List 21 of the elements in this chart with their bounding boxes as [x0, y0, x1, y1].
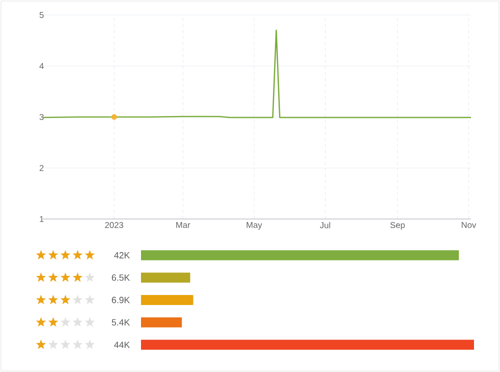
bar	[141, 317, 182, 328]
y-tick-label: 2	[40, 165, 44, 171]
y-tick-label: 4	[39, 63, 44, 69]
x-tick-label: May	[246, 222, 262, 230]
data-label: 6.9K	[112, 296, 130, 304]
x-tick-label: Sep	[390, 222, 405, 230]
x-tick-label: Mar	[176, 222, 190, 228]
data-label: 5.4K	[112, 319, 130, 326]
bar	[141, 272, 190, 283]
bar	[141, 340, 474, 350]
data-label: 44K	[114, 342, 130, 348]
x-tick-label: Nov	[462, 222, 476, 228]
y-tick-label: 1	[40, 216, 44, 222]
y-tick-label: 3	[40, 114, 44, 120]
bar	[141, 250, 459, 260]
x-tick-label: Jul	[320, 222, 330, 228]
bar	[141, 295, 194, 305]
x-tick-label: 2023	[105, 222, 124, 228]
data-label: 6.5K	[112, 274, 130, 281]
data-label: 42K	[114, 252, 130, 258]
y-tick-label: 5	[40, 12, 44, 18]
